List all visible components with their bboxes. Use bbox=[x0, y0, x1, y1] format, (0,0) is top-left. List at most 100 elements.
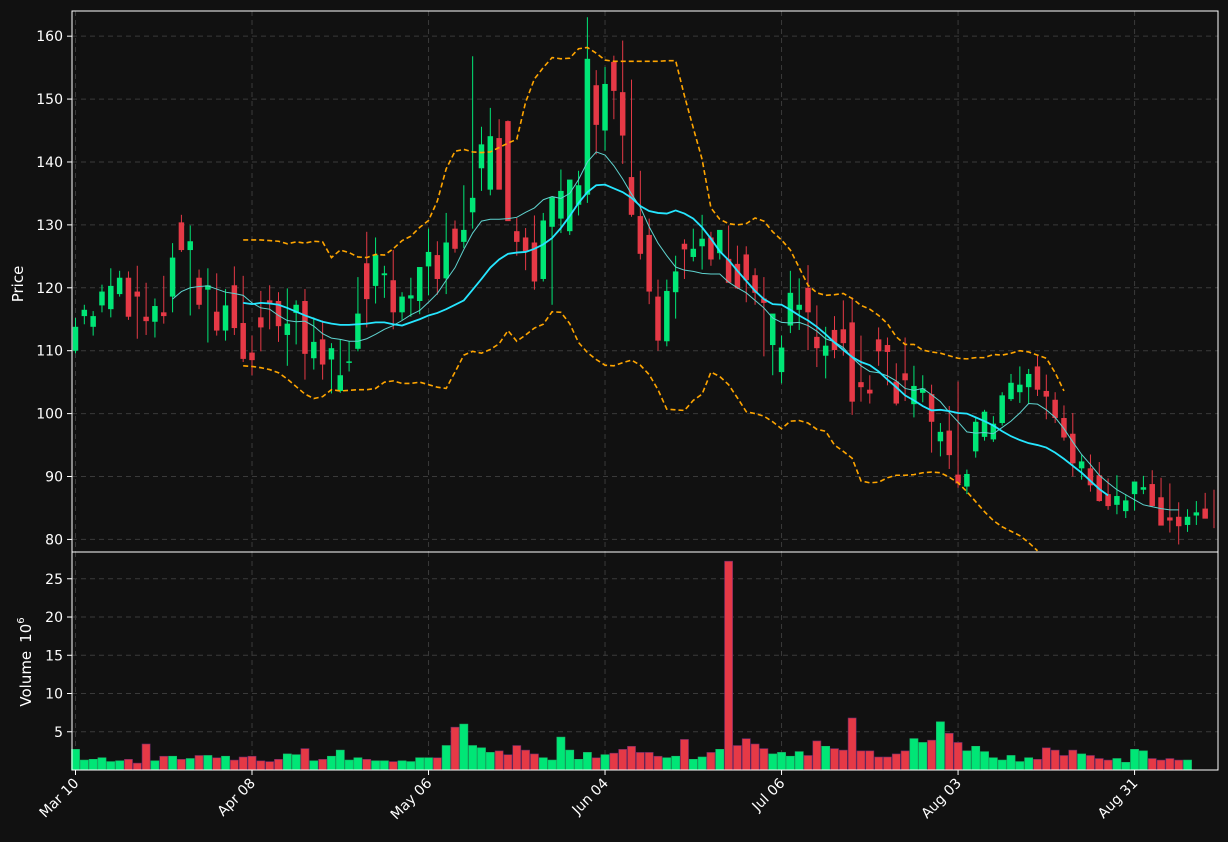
candle-body bbox=[116, 277, 123, 295]
volume-bar bbox=[1174, 759, 1184, 771]
volume-tick-label: 15 bbox=[45, 648, 63, 664]
candle-body bbox=[1184, 516, 1191, 525]
long-ma-line bbox=[243, 183, 1109, 497]
candle-body bbox=[1017, 384, 1023, 393]
volume-bar bbox=[874, 756, 883, 771]
candle-body bbox=[205, 285, 211, 290]
candle-body bbox=[372, 255, 379, 286]
volume-bar bbox=[194, 755, 204, 771]
candle-body bbox=[672, 271, 679, 293]
candle-body bbox=[593, 85, 599, 125]
volume-bar bbox=[680, 739, 689, 771]
candle-body bbox=[911, 385, 917, 405]
volume-bar bbox=[591, 757, 601, 771]
candle-body bbox=[514, 231, 520, 242]
candle-body bbox=[708, 237, 714, 260]
volume-bar bbox=[583, 752, 592, 771]
lower-band-line bbox=[243, 310, 1039, 552]
volume-y-axis-label: Volume 106 bbox=[16, 617, 35, 706]
candle-body bbox=[1105, 494, 1111, 507]
candle-body bbox=[434, 255, 441, 279]
volume-bar bbox=[944, 732, 954, 771]
candle-body bbox=[425, 251, 432, 267]
candle-body bbox=[628, 177, 635, 215]
candle-body bbox=[655, 296, 661, 341]
volume-bar bbox=[980, 751, 989, 771]
volume-bar bbox=[185, 758, 195, 771]
volume-bar bbox=[830, 748, 839, 771]
candle-body bbox=[152, 306, 158, 322]
candle-body bbox=[249, 352, 255, 361]
volume-bar bbox=[380, 760, 389, 771]
candle-body bbox=[778, 347, 785, 373]
price-tick-label: 150 bbox=[36, 92, 63, 108]
candle-body bbox=[549, 197, 555, 227]
volume-panel-frame bbox=[71, 551, 1219, 771]
volume-bar bbox=[891, 753, 901, 771]
candle-body bbox=[364, 263, 370, 300]
candle-body bbox=[805, 287, 811, 313]
candle-body bbox=[1025, 373, 1032, 388]
volume-bar bbox=[247, 755, 257, 771]
price-tick-label: 120 bbox=[36, 281, 63, 297]
candle-body bbox=[337, 375, 344, 391]
candle-body bbox=[1008, 382, 1014, 400]
candle-body bbox=[408, 295, 414, 299]
candle-body bbox=[416, 267, 423, 302]
candle-body bbox=[584, 58, 591, 195]
candle-body bbox=[920, 388, 926, 393]
candle-body bbox=[240, 323, 246, 359]
candle-body bbox=[972, 421, 979, 452]
candle-body bbox=[196, 277, 202, 305]
candle-body bbox=[1123, 500, 1129, 512]
candle-body bbox=[346, 361, 352, 363]
volume-bar bbox=[124, 758, 133, 771]
volume-bar bbox=[706, 752, 716, 771]
price-panel: 80 90 100 110 120 130 140 150 160 Price bbox=[9, 10, 1219, 553]
candle-body bbox=[187, 241, 193, 251]
candle-body bbox=[566, 179, 573, 232]
volume-bar bbox=[274, 758, 283, 771]
candle-body bbox=[858, 382, 864, 388]
candle-body bbox=[275, 301, 282, 327]
volume-bar bbox=[159, 755, 169, 771]
volume-bar bbox=[397, 760, 407, 771]
candle-body bbox=[469, 197, 476, 213]
volume-bar bbox=[812, 740, 822, 771]
volume-bar bbox=[150, 760, 160, 771]
candle-body bbox=[822, 345, 829, 356]
volume-bar bbox=[618, 749, 628, 771]
candle-body bbox=[1131, 481, 1138, 495]
volume-bar bbox=[141, 743, 151, 771]
volume-bar bbox=[168, 755, 177, 771]
candle-body bbox=[266, 300, 273, 303]
candle-body bbox=[213, 311, 220, 331]
volume-bar bbox=[821, 745, 831, 771]
volume-bar bbox=[803, 755, 813, 771]
candle-body bbox=[390, 280, 396, 313]
candle-body bbox=[867, 389, 873, 394]
candle-body bbox=[134, 291, 141, 297]
volume-bar bbox=[856, 750, 866, 771]
volume-tick-label: 10 bbox=[45, 687, 63, 703]
candle-body bbox=[699, 238, 705, 247]
candle-body bbox=[399, 296, 405, 313]
volume-bar bbox=[203, 755, 213, 771]
candle-body bbox=[108, 285, 114, 310]
volume-bar bbox=[88, 758, 98, 771]
price-tick-label: 140 bbox=[36, 155, 63, 171]
candle-body bbox=[575, 185, 582, 205]
candle-body bbox=[646, 234, 652, 292]
candle-body bbox=[1193, 512, 1200, 516]
volume-bar bbox=[1050, 749, 1060, 771]
candle-body bbox=[955, 474, 961, 484]
candle-body bbox=[558, 190, 564, 219]
volume-bar bbox=[936, 721, 945, 771]
candle-body bbox=[161, 312, 167, 317]
volume-bar bbox=[574, 758, 583, 771]
volume-bar bbox=[415, 757, 425, 771]
volume-bar bbox=[132, 762, 142, 771]
candle-body bbox=[231, 285, 238, 329]
